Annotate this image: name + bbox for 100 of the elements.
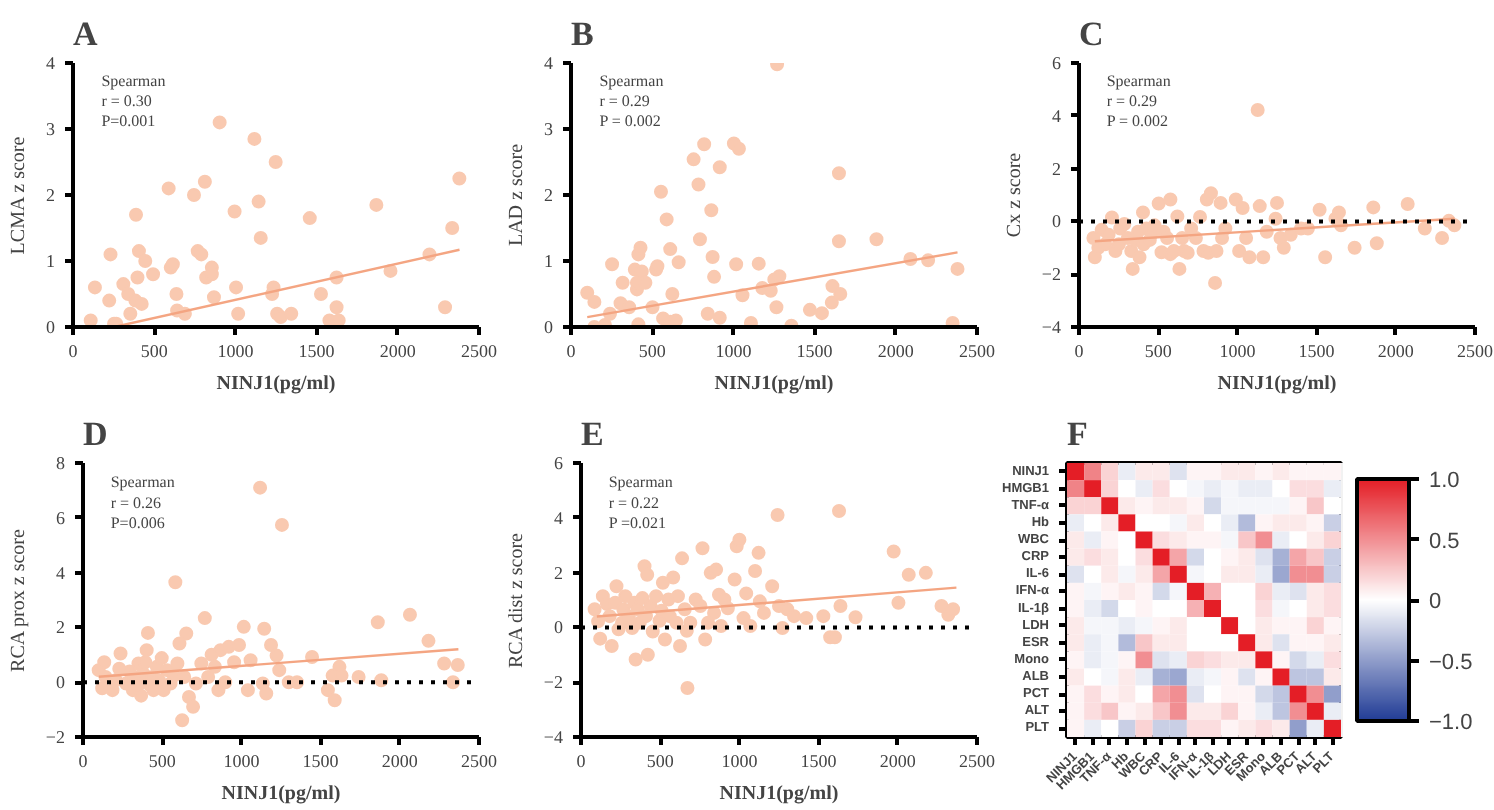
point [229,280,244,295]
point [131,244,146,259]
annotation: Spearman [599,72,664,91]
color-bar-label: 0.5 [1429,529,1460,554]
x-axis-title: NINJ1(pg/ml) [1217,373,1337,395]
y-tick-label: 4 [544,53,554,73]
y-tick-label: 2 [46,185,55,205]
x-tick-label: 1000 [1219,341,1257,361]
point [438,300,453,315]
annotation: Spearman [110,473,175,492]
x-tick-label: 500 [1144,341,1173,361]
point [87,280,102,295]
y-tick-label: 3 [46,119,56,139]
point [302,211,317,226]
x-axis-title: NINJ1(pg/ml) [216,373,336,395]
point [329,300,344,315]
x-tick-label: 1000 [715,341,753,361]
y-tick-label: 2 [56,617,65,638]
y-tick-label: 4 [554,507,564,528]
y-tick-label: 0 [554,617,564,638]
x-tick-label: 500 [140,341,169,361]
y-tick-label: 6 [554,453,564,473]
chart-title: B [571,15,594,53]
y-tick-label: 3 [544,119,554,139]
annotation: Spearman [101,72,166,91]
y-axis-title: Cx z score [1003,151,1026,238]
x-tick-label: 0 [576,751,587,771]
x-axis-title: NINJ1(pg/ml) [221,783,341,805]
y-tick-label: 2 [554,562,563,583]
point [445,221,460,235]
chart-title: E [581,415,604,453]
point [197,174,212,189]
point [138,254,153,268]
x-tick-label: 2000 [379,341,417,361]
y-tick-label: 6 [1052,53,1062,73]
point [231,306,246,321]
point [268,155,283,169]
y-tick-label: 1 [544,251,553,271]
annotation: P = 0.002 [1106,112,1169,131]
x-tick-label: 1500 [800,751,838,771]
chart-title: A [73,15,99,53]
y-axis-title: LCMA z score [8,135,30,255]
y-tick-label: 1 [46,251,55,271]
point [116,277,131,292]
x-tick-label: 0 [78,751,89,771]
y-tick-label: −4 [1041,317,1062,337]
x-tick-label: 2000 [1377,341,1415,361]
point [369,197,384,212]
y-tick-label: 0 [1052,211,1062,232]
point [146,267,161,282]
y-tick-label: 4 [1052,105,1062,126]
x-tick-label: 2500 [959,341,996,361]
annotation: r = 0.22 [608,493,660,512]
annotation: P =0.021 [608,514,667,533]
point [134,296,149,311]
point [103,247,118,262]
x-tick-label: 2500 [1457,341,1494,361]
point [169,287,184,301]
annotation: r = 0.29 [599,92,650,111]
x-tick-label: 2500 [461,341,498,361]
x-tick-label: 1000 [223,751,261,771]
y-tick-label: −2 [543,672,563,693]
x-tick-label: 1500 [1298,341,1336,361]
y-tick-label: 0 [544,317,554,337]
color-bar-label: 1.0 [1429,469,1460,493]
x-tick-label: 2000 [879,751,917,771]
x-axis-title: NINJ1(pg/ml) [714,373,834,395]
y-tick-label: 2 [544,185,553,205]
x-tick-label: 1500 [796,341,834,361]
point [186,188,201,202]
point [452,171,467,186]
y-tick-label: 6 [56,507,66,528]
annotation: P=0.006 [110,514,165,533]
y-tick-label: 8 [56,453,66,473]
point [253,230,268,245]
x-tick-label: 1000 [721,751,759,771]
x-tick-label: 2000 [877,341,915,361]
x-tick-label: 2500 [461,751,498,771]
y-tick-label: 0 [56,672,66,693]
annotation: P = 0.002 [599,112,661,131]
annotation: Spearman [608,473,673,492]
point [123,306,138,321]
point [102,293,117,308]
y-axis-title: RCA prox z score [7,528,30,672]
color-bar-label: 0 [1429,590,1442,614]
x-axis-title: NINJ1(pg/ml) [719,783,839,805]
annotation: r = 0.29 [1106,92,1158,111]
annotation: Spearman [1106,72,1171,91]
point [251,194,266,209]
point [227,204,242,219]
point [313,287,328,301]
color-bar-label: −0.5 [1429,650,1473,675]
chart-title: F [1067,415,1088,453]
y-tick-label: 0 [46,317,56,337]
x-tick-label: 500 [148,751,177,771]
y-tick-label: −2 [1041,264,1061,285]
x-tick-label: 1500 [302,751,340,771]
x-tick-label: 1500 [298,341,336,361]
x-tick-label: 2500 [959,751,996,771]
annotation: P=0.001 [101,112,156,131]
